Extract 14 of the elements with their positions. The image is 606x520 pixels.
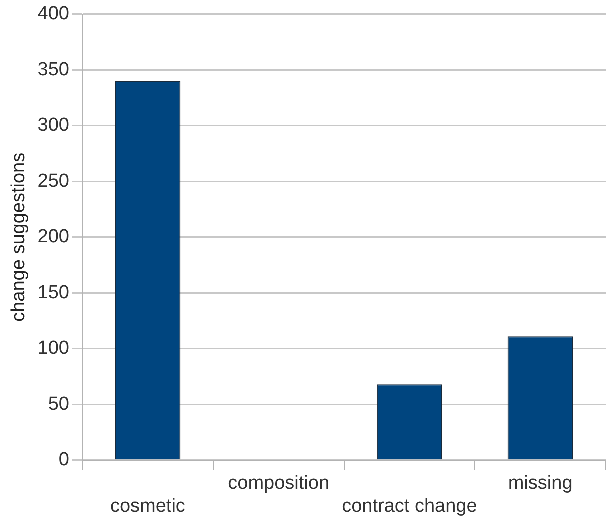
y-tick-label: 300 — [38, 115, 70, 136]
y-axis-title: change suggestions — [8, 152, 30, 322]
y-tick-label: 350 — [38, 59, 70, 80]
y-tick-label: 250 — [38, 170, 70, 192]
y-tick-label: 0 — [58, 450, 70, 471]
y-tick-label: 200 — [38, 226, 70, 248]
y-tick-label: 150 — [38, 282, 70, 304]
x-tick-label: composition — [228, 473, 330, 494]
x-tick-label: cosmetic — [110, 496, 186, 517]
y-tick-label: 400 — [38, 4, 70, 25]
x-tick-label: contract change — [342, 496, 478, 517]
y-tick-label: 50 — [48, 394, 70, 415]
y-tick-label: 100 — [38, 338, 70, 360]
x-tick-label: missing — [508, 473, 573, 494]
